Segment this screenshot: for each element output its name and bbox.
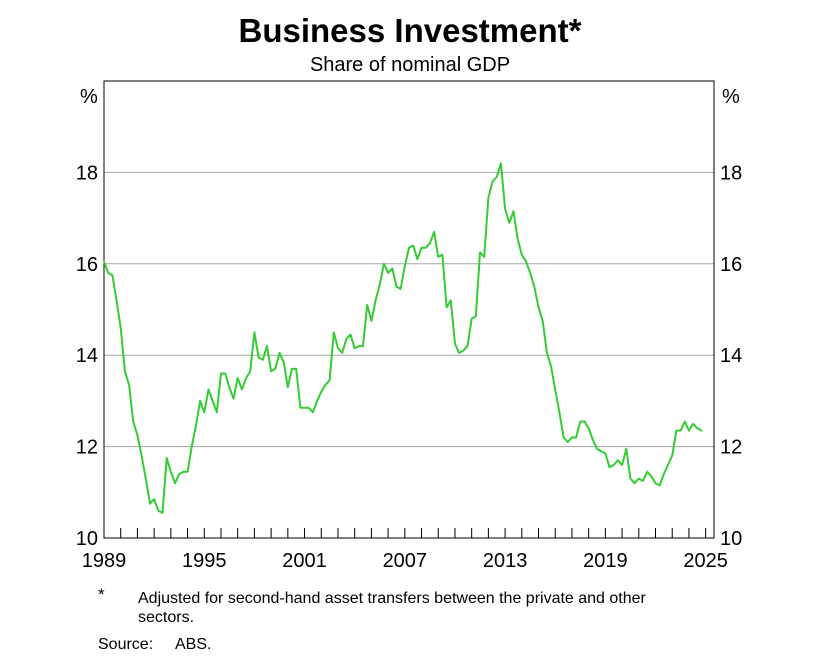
series-layer <box>103 162 703 514</box>
chart-subtitle: Share of nominal GDP <box>309 54 511 76</box>
chart-title: Business Investment* <box>238 12 582 49</box>
y-tick-label-right: 12 <box>720 437 742 459</box>
y-tick-label-right: 10 <box>720 528 742 550</box>
x-axis-labels: 1989 1995 2001 2007 2013 2019 2025 <box>82 550 728 572</box>
y-tick-label-left: 18 <box>76 162 98 184</box>
y-tick-label-right: 16 <box>720 254 742 276</box>
y-tick-label-left: 16 <box>76 254 98 276</box>
x-tick-label: 1995 <box>182 550 227 572</box>
gridlines <box>104 171 714 448</box>
source-value: ABS. <box>175 636 212 653</box>
x-tick-label: 1989 <box>82 550 127 572</box>
y-tick-label-left: 14 <box>76 345 98 367</box>
y-tick-label-right: 14 <box>720 345 742 367</box>
y-axis-left-labels: 10 12 14 16 18 <box>76 162 98 550</box>
y-tick-label-right: 18 <box>720 162 742 184</box>
x-axis-ticks <box>103 528 707 538</box>
x-tick-label: 2013 <box>483 550 528 572</box>
y-axis-left-unit: % <box>80 86 98 108</box>
y-axis-right-labels: 10 12 14 16 18 <box>720 162 742 550</box>
y-tick-label-left: 10 <box>76 528 98 550</box>
x-tick-label: 2025 <box>683 550 728 572</box>
x-tick-label: 2007 <box>383 550 428 572</box>
y-axis-right-unit: % <box>722 86 740 108</box>
footnote-marker: * <box>98 585 105 604</box>
series-line-0 <box>103 162 703 514</box>
x-tick-label: 2019 <box>583 550 628 572</box>
y-tick-label-left: 12 <box>76 437 98 459</box>
plot-area-frame <box>103 80 715 539</box>
x-tick-label: 2001 <box>282 550 327 572</box>
source-label: Source: <box>98 636 154 653</box>
footnote-text: Adjusted for second-hand asset transfers… <box>138 590 646 626</box>
